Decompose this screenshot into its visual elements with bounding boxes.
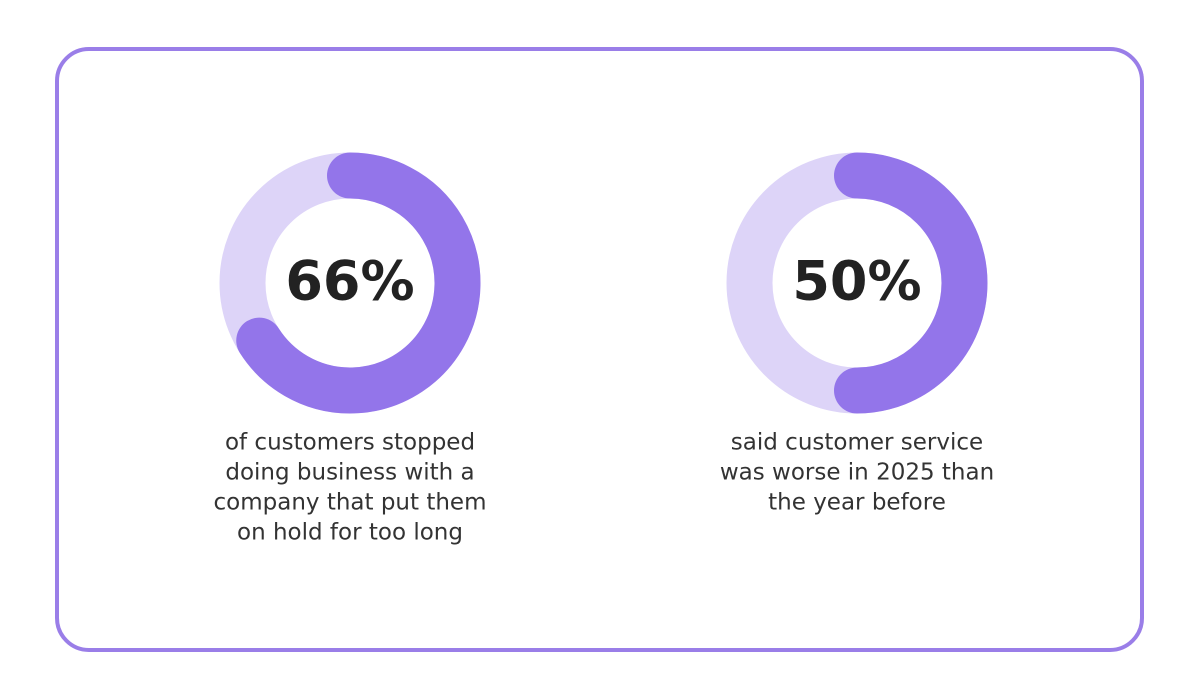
percentage-label: 50% — [792, 250, 921, 313]
caption-line: doing business with a — [225, 460, 474, 486]
caption-line: on hold for too long — [237, 520, 463, 546]
caption-line: of customers stopped — [225, 430, 475, 456]
percentage-label: 66% — [285, 250, 414, 313]
card-border — [55, 47, 1144, 652]
caption-line: the year before — [768, 490, 946, 516]
donut-arc — [834, 152, 988, 414]
caption-line: said customer service — [731, 430, 983, 456]
donut-arc — [236, 152, 481, 414]
caption-line: company that put them — [214, 490, 487, 516]
caption-line: was worse in 2025 than — [720, 460, 994, 486]
